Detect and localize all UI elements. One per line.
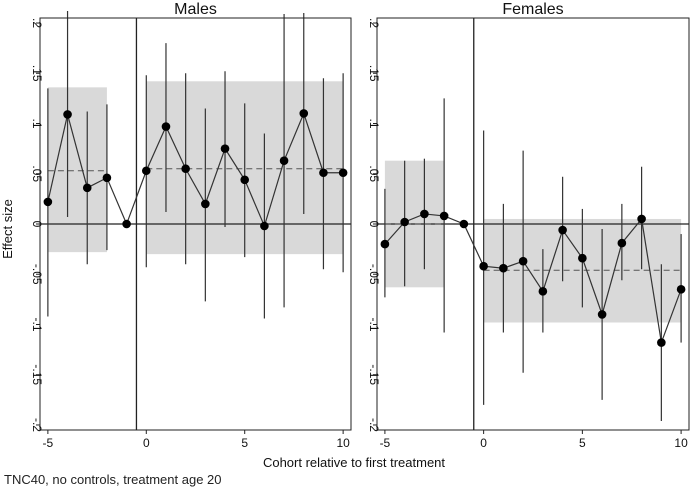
pre-period-band (47, 87, 107, 253)
x-tick-label: 0 (143, 436, 150, 450)
data-point (82, 183, 92, 193)
data-point (201, 199, 210, 209)
y-tick-label: -.15 (30, 364, 44, 385)
y-tick-label: 0 (367, 221, 381, 228)
x-tick-label: 10 (674, 436, 688, 450)
data-point (279, 156, 289, 165)
data-point (299, 109, 309, 118)
data-point (479, 261, 488, 271)
data-point (499, 263, 508, 273)
x-tick-label: 5 (241, 436, 248, 450)
y-tick-label: -.05 (367, 264, 381, 285)
y-axis-label: Effect size (0, 199, 15, 259)
data-point (538, 287, 548, 296)
data-point (161, 122, 171, 131)
data-point (260, 221, 269, 231)
panel-males: Males -.2 -.15 -.1 -.05 0 .05 .1 .15 .2 -5 0 5 10 (30, 0, 352, 450)
data-point (181, 164, 190, 174)
data-point (637, 214, 646, 224)
data-point (578, 253, 587, 263)
data-point (141, 166, 151, 176)
y-tick-label: -.1 (30, 317, 44, 331)
data-point (220, 144, 230, 153)
panel-females: Females -.2 -.15 -.1 -.05 0 .05 .1 .15 .2 -5 0 5 10 (367, 0, 690, 450)
data-point (420, 209, 429, 219)
data-point (676, 285, 686, 294)
panel-title-strip (377, 0, 689, 18)
figure-caption: TNC40, no controls, treatment age 20 (4, 472, 222, 487)
data-point (338, 168, 348, 178)
y-tick-label: -.15 (367, 364, 381, 385)
x-tick-label: 5 (579, 436, 586, 450)
data-point (102, 173, 112, 183)
y-tick-label: .15 (30, 65, 44, 82)
y-tick-label: .1 (367, 119, 381, 129)
data-point (617, 238, 627, 248)
data-point (400, 217, 409, 227)
data-point (597, 310, 607, 319)
y-tick-label: .05 (30, 165, 44, 182)
data-point (657, 338, 666, 347)
y-tick-label: .1 (30, 119, 44, 129)
estimate-line (384, 213, 682, 345)
y-tick-label: .2 (367, 18, 381, 28)
data-point (380, 239, 390, 249)
y-tick-label: -.1 (367, 317, 381, 331)
panel-title-strip (40, 0, 351, 18)
y-tick-label: .15 (367, 65, 381, 82)
y-tick-label: -.2 (30, 418, 44, 432)
x-tick-label: 10 (336, 436, 350, 450)
data-point (63, 110, 72, 119)
y-tick-label: 0 (30, 221, 44, 228)
x-tick-label: 0 (480, 436, 487, 450)
y-tick-label: .2 (30, 18, 44, 28)
data-point (319, 168, 328, 178)
y-tick-label: -.2 (367, 418, 381, 432)
estimate-line (47, 111, 344, 228)
data-point (43, 197, 53, 207)
x-axis-label: Cohort relative to first treatment (263, 455, 445, 470)
x-tick-label: -5 (380, 436, 391, 450)
y-tick-label: .05 (367, 165, 381, 182)
panel-title: Males (174, 1, 217, 18)
data-point (122, 219, 131, 229)
data-point (558, 225, 567, 235)
data-point (518, 256, 528, 266)
x-tick-label: -5 (43, 436, 54, 450)
event-study-chart: Effect size Cohort relative to first tre… (0, 0, 690, 470)
y-tick-label: -.05 (30, 264, 44, 285)
data-point (459, 219, 469, 229)
data-point (240, 175, 250, 185)
data-point (439, 211, 449, 221)
panel-title: Females (502, 1, 563, 18)
